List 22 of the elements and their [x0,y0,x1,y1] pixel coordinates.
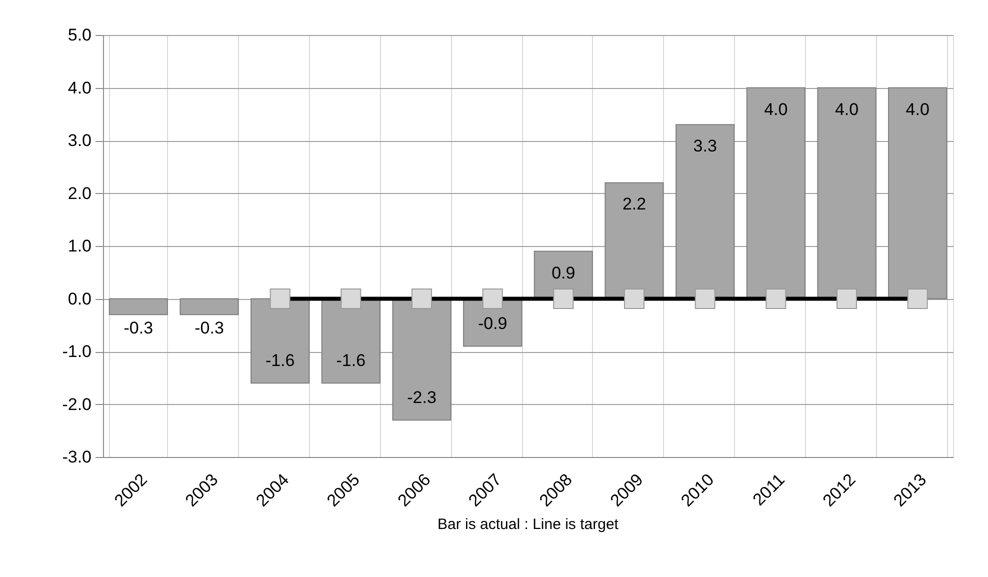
y-tick-label: -3.0 [62,448,92,466]
y-tick-label: -1.0 [62,342,92,361]
data-label: -0.3 [124,318,154,338]
data-label: -0.3 [194,318,224,338]
data-label: 3.3 [693,136,717,156]
data-label: -0.9 [478,314,508,334]
data-label: 4.0 [834,100,859,119]
y-tick-label: 4.0 [68,78,92,98]
text: Bar is actual : Line is target [438,516,620,534]
data-label: -1.6 [265,351,295,370]
y-tick-label: -2.0 [62,394,92,414]
data-label: 4.0 [906,100,930,119]
data-label: -1.6 [336,351,366,370]
data-label: 2.2 [622,194,646,214]
data-label: 4.0 [764,100,788,119]
data-label: 0.9 [552,263,576,282]
y-tick-label: 2.0 [68,184,92,203]
y-tick-label: 0.0 [68,289,92,308]
data-label: -2.3 [407,388,436,408]
y-tick-label: 3.0 [68,131,92,150]
y-tick-label: 5.0 [68,26,92,44]
y-tick-label: 1.0 [68,236,92,256]
